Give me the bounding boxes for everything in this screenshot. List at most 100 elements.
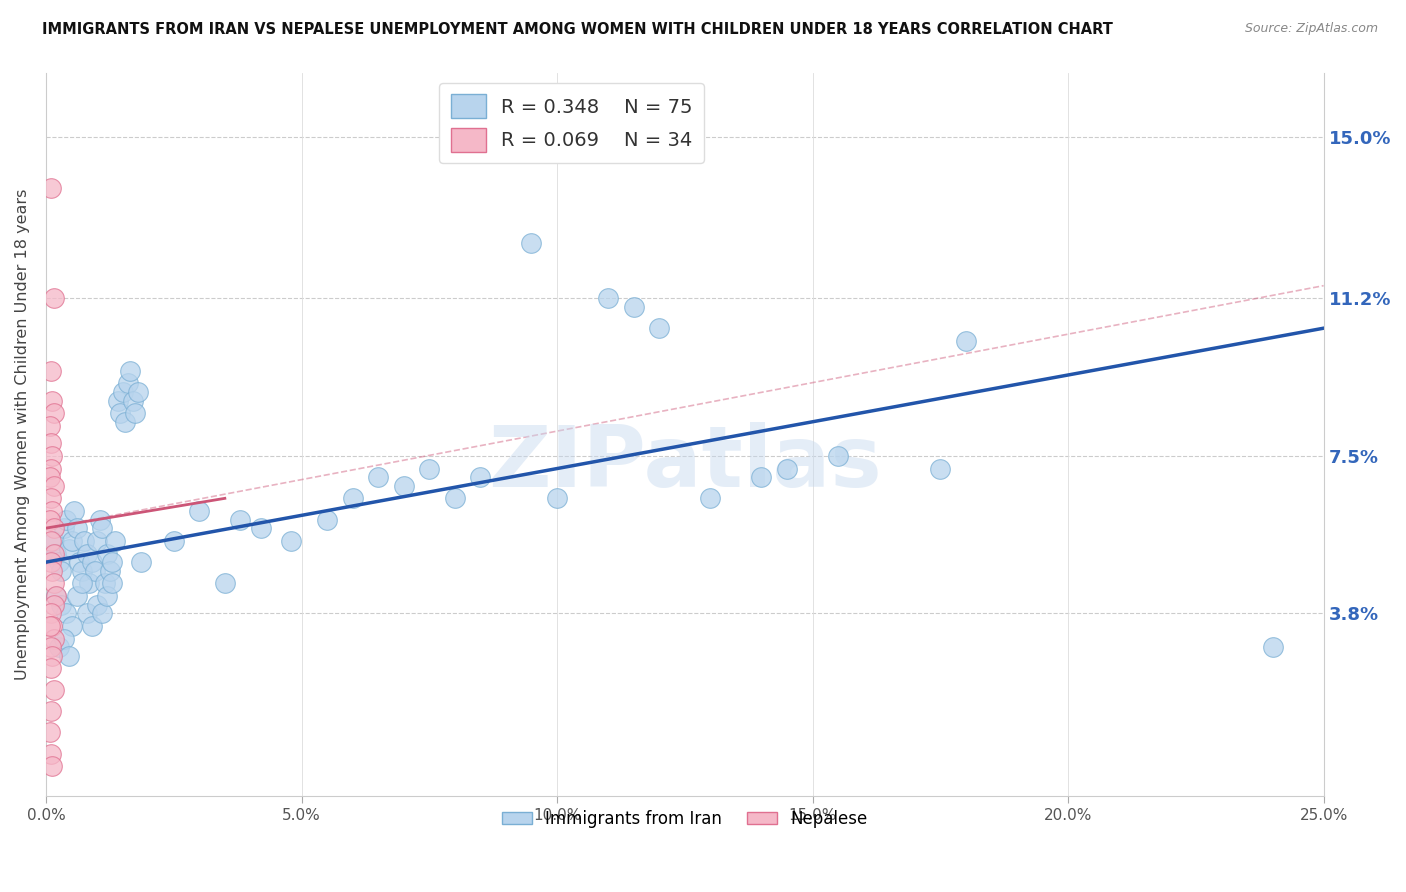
- Point: [111, 384, 134, 399]
- Point: [699, 491, 721, 506]
- Y-axis label: Unemployment Among Women with Children Under 18 years: Unemployment Among Women with Children U…: [15, 189, 30, 681]
- Point: [98, 564, 121, 578]
- Point: [70, 576, 93, 591]
- Point: [70, 564, 93, 578]
- Point: [929, 461, 952, 475]
- Point: [41, 648, 63, 663]
- Point: [418, 461, 440, 475]
- Point: [42, 682, 65, 697]
- Point: [86, 533, 108, 548]
- Point: [42, 533, 65, 548]
- Point: [91, 521, 114, 535]
- Point: [45, 589, 67, 603]
- Point: [89, 513, 111, 527]
- Point: [42, 478, 65, 492]
- Point: [648, 321, 671, 335]
- Point: [55, 513, 77, 527]
- Point: [39, 606, 62, 620]
- Point: [79, 576, 101, 591]
- Point: [39, 513, 62, 527]
- Point: [39, 491, 62, 506]
- Point: [51, 564, 73, 578]
- Point: [76, 547, 98, 561]
- Point: [39, 436, 62, 450]
- Point: [42, 292, 65, 306]
- Point: [127, 384, 149, 399]
- Point: [42, 521, 65, 535]
- Point: [93, 576, 115, 591]
- Point: [124, 406, 146, 420]
- Point: [66, 521, 89, 535]
- Point: [1261, 640, 1284, 655]
- Point: [776, 461, 799, 475]
- Point: [598, 292, 620, 306]
- Point: [42, 406, 65, 420]
- Point: [80, 619, 103, 633]
- Point: [114, 415, 136, 429]
- Point: [121, 393, 143, 408]
- Point: [48, 640, 70, 655]
- Point: [83, 564, 105, 578]
- Point: [39, 364, 62, 378]
- Point: [117, 376, 139, 391]
- Point: [41, 504, 63, 518]
- Point: [955, 334, 977, 348]
- Point: [163, 533, 186, 548]
- Point: [76, 606, 98, 620]
- Point: [39, 419, 62, 434]
- Point: [41, 449, 63, 463]
- Point: [42, 576, 65, 591]
- Point: [63, 504, 86, 518]
- Point: [86, 598, 108, 612]
- Point: [39, 640, 62, 655]
- Point: [41, 393, 63, 408]
- Point: [41, 564, 63, 578]
- Point: [120, 364, 142, 378]
- Point: [45, 589, 67, 603]
- Point: [41, 759, 63, 773]
- Point: [316, 513, 339, 527]
- Point: [108, 406, 131, 420]
- Point: [101, 555, 124, 569]
- Point: [48, 555, 70, 569]
- Point: [39, 747, 62, 761]
- Point: [104, 533, 127, 548]
- Point: [39, 555, 62, 569]
- Point: [520, 236, 543, 251]
- Point: [129, 555, 152, 569]
- Point: [51, 598, 73, 612]
- Point: [280, 533, 302, 548]
- Point: [42, 632, 65, 646]
- Point: [67, 555, 90, 569]
- Point: [73, 533, 96, 548]
- Point: [101, 576, 124, 591]
- Point: [80, 555, 103, 569]
- Point: [42, 547, 65, 561]
- Point: [39, 461, 62, 475]
- Point: [39, 661, 62, 675]
- Point: [39, 704, 62, 718]
- Point: [39, 533, 62, 548]
- Point: [229, 513, 252, 527]
- Point: [45, 547, 67, 561]
- Point: [367, 470, 389, 484]
- Point: [60, 533, 83, 548]
- Point: [52, 521, 75, 535]
- Point: [41, 619, 63, 633]
- Point: [52, 632, 75, 646]
- Point: [249, 521, 271, 535]
- Point: [443, 491, 465, 506]
- Point: [39, 619, 62, 633]
- Point: [60, 619, 83, 633]
- Point: [107, 393, 129, 408]
- Point: [392, 478, 415, 492]
- Point: [66, 589, 89, 603]
- Point: [96, 589, 118, 603]
- Point: [751, 470, 773, 484]
- Point: [55, 606, 77, 620]
- Text: IMMIGRANTS FROM IRAN VS NEPALESE UNEMPLOYMENT AMONG WOMEN WITH CHILDREN UNDER 18: IMMIGRANTS FROM IRAN VS NEPALESE UNEMPLO…: [42, 22, 1114, 37]
- Point: [39, 181, 62, 195]
- Text: Source: ZipAtlas.com: Source: ZipAtlas.com: [1244, 22, 1378, 36]
- Point: [623, 300, 645, 314]
- Point: [96, 547, 118, 561]
